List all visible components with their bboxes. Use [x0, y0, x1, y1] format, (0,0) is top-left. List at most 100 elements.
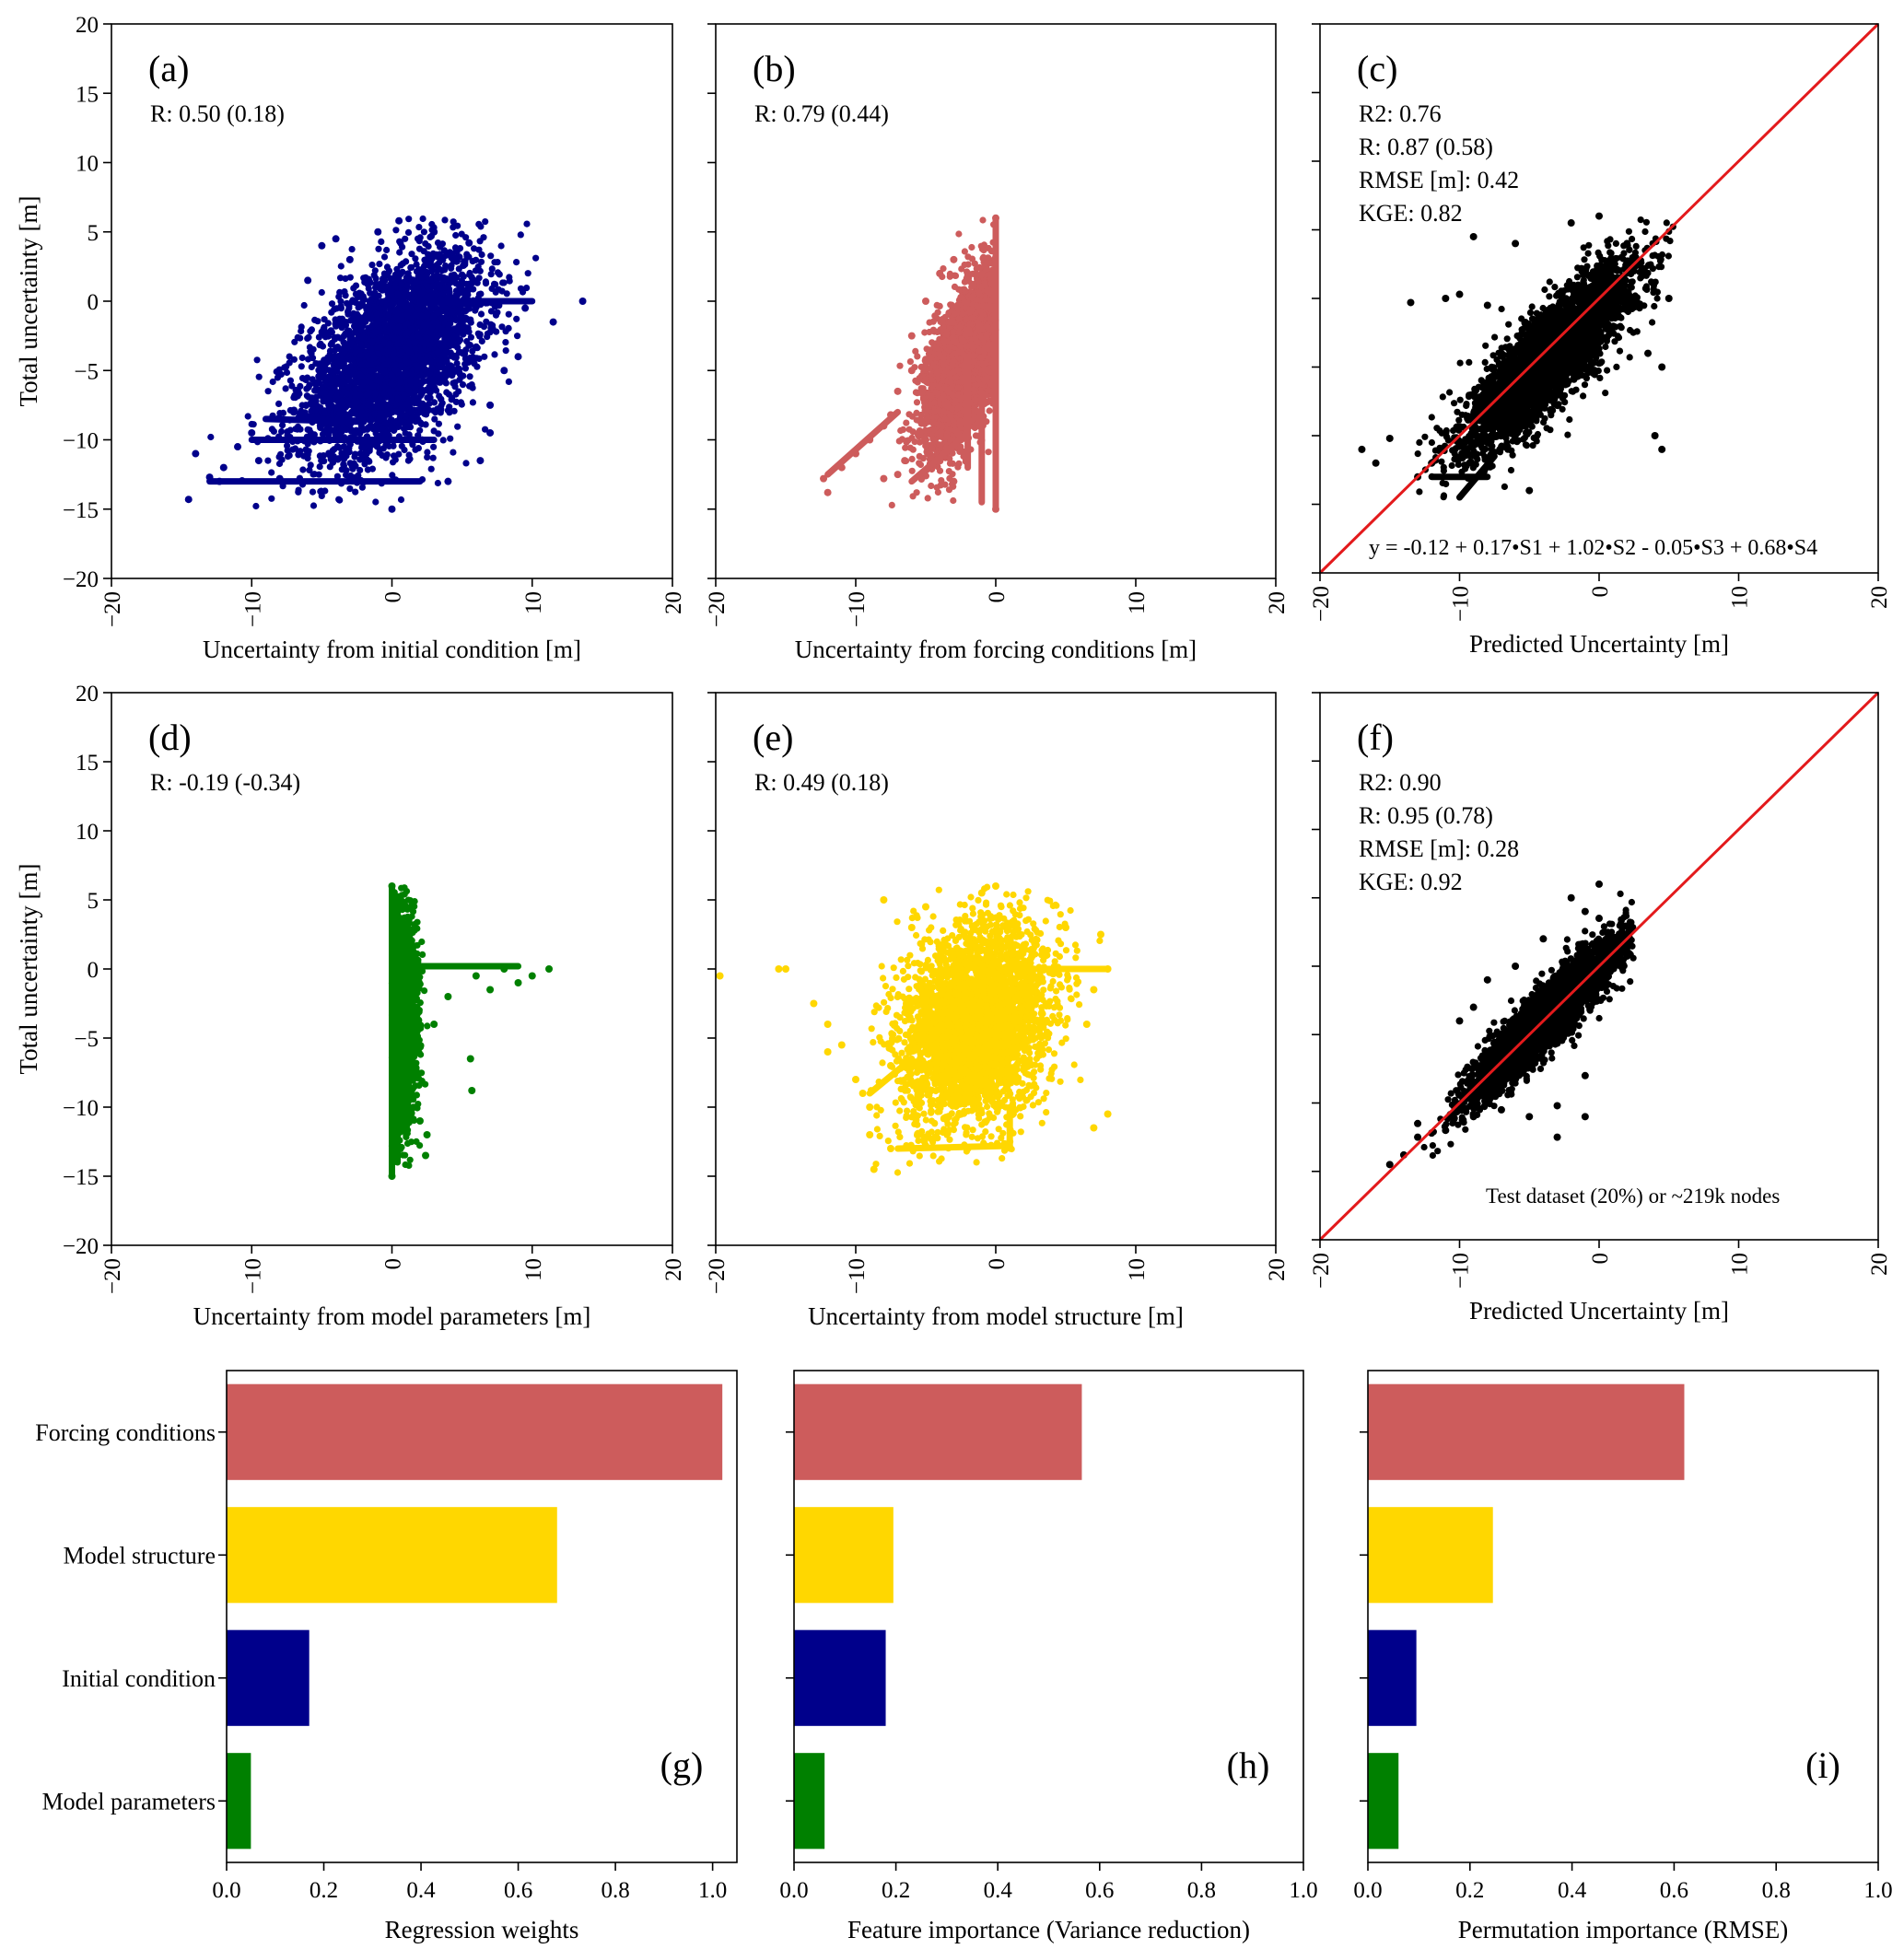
scatter-point: [438, 364, 445, 371]
scatter-point: [244, 413, 251, 420]
scatter-point: [429, 305, 437, 313]
scatter-point: [291, 338, 298, 345]
scatter-point: [496, 271, 503, 278]
scatter-point: [374, 281, 381, 288]
scatter-point: [358, 300, 366, 308]
scatter-point: [252, 502, 260, 510]
scatter-point: [269, 378, 276, 386]
scatter-point: [382, 405, 391, 413]
scatter-point: [467, 333, 474, 341]
scatter-point: [411, 339, 418, 346]
scatter-point: [456, 315, 463, 322]
scatter-point: [466, 382, 473, 390]
scatter-point: [395, 323, 403, 331]
scatter-point: [344, 299, 351, 307]
scatter-point: [348, 356, 356, 363]
scatter-point: [297, 334, 304, 342]
scatter-point: [412, 446, 419, 453]
scatter-point: [502, 347, 509, 355]
scatter-point: [337, 298, 345, 305]
scatter-point: [404, 270, 412, 277]
scatter-point: [462, 460, 470, 467]
scatter-point: [420, 228, 427, 236]
scatter-point: [477, 258, 485, 265]
scatter-point: [421, 407, 428, 414]
scatter-point: [423, 386, 430, 393]
scatter-point: [425, 251, 432, 258]
scatter-point: [434, 479, 441, 487]
scatter-point: [444, 477, 452, 485]
scatter-point: [487, 271, 495, 278]
scatter-point: [497, 242, 505, 250]
scatter-point: [408, 263, 415, 271]
scatter-point: [383, 411, 391, 418]
scatter-point: [380, 340, 388, 347]
scatter-point: [304, 426, 311, 433]
scatter-point: [359, 322, 367, 330]
scatter-point: [234, 443, 242, 451]
scatter-point: [352, 348, 359, 356]
scatter-point: [419, 339, 426, 346]
scatter-point: [288, 382, 296, 390]
scatter-point: [318, 288, 325, 297]
scatter-point: [351, 430, 358, 438]
scatter-point: [434, 349, 442, 356]
scatter-point: [337, 362, 345, 370]
scatter-point: [328, 389, 335, 397]
scatter-point: [419, 400, 426, 407]
scatter-point: [275, 474, 284, 483]
scatter-point: [445, 362, 452, 369]
scatter-point: [321, 409, 328, 416]
scatter-point: [437, 285, 444, 292]
scatter-point: [415, 245, 424, 252]
scatter-point: [502, 339, 509, 346]
scatter-point: [475, 246, 483, 253]
scatter-point: [408, 251, 415, 258]
scatter-points: [184, 215, 587, 513]
scatter-point: [416, 381, 424, 389]
scatter-point: [398, 316, 405, 324]
scatter-point: [364, 426, 371, 433]
scatter-point: [367, 367, 375, 375]
scatter-point: [369, 382, 377, 390]
x-tick-label: −20: [100, 591, 125, 627]
scatter-point: [505, 324, 512, 332]
scatter-point: [505, 310, 512, 318]
scatter-point: [339, 379, 346, 386]
scatter-point: [352, 450, 359, 458]
x-tick-label: −10: [240, 591, 265, 627]
scatter-point: [205, 473, 214, 482]
scatter-point: [318, 374, 325, 381]
scatter-point: [349, 316, 356, 323]
scatter-point: [465, 305, 473, 312]
scatter-point: [396, 249, 403, 256]
scatter-point: [393, 313, 401, 321]
scatter-point: [310, 379, 319, 387]
scatter-point: [478, 337, 485, 345]
scatter-point: [378, 298, 386, 305]
scatter-point: [498, 323, 506, 331]
scatter-point: [499, 279, 507, 286]
scatter-point: [388, 424, 395, 431]
scatter-point: [394, 394, 402, 402]
scatter-point: [417, 274, 425, 281]
y-tick-label: −20: [63, 567, 99, 592]
scatter-point: [453, 360, 461, 368]
scatter-point: [388, 505, 396, 513]
scatter-point: [397, 496, 405, 504]
scatter-point: [469, 399, 476, 406]
scatter-point: [324, 354, 332, 361]
scatter-point: [333, 393, 340, 401]
x-tick-label: 0: [381, 591, 406, 603]
scatter-point: [338, 398, 345, 405]
scatter-point: [394, 384, 403, 391]
scatter-point: [437, 243, 444, 251]
scatter-point: [334, 456, 342, 463]
scatter-point: [409, 397, 417, 404]
scatter-point: [382, 393, 390, 401]
scatter-point: [290, 356, 298, 363]
scatter-point: [476, 321, 484, 329]
scatter-point: [435, 259, 443, 267]
scatter-point: [379, 356, 386, 364]
scatter-point: [912, 347, 919, 355]
